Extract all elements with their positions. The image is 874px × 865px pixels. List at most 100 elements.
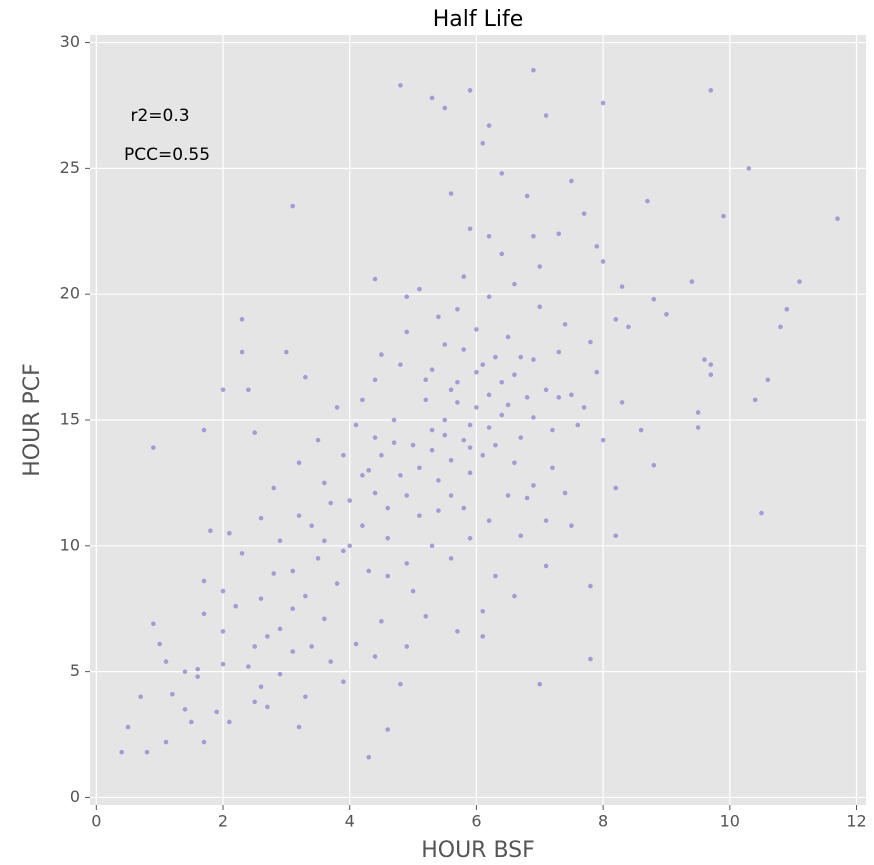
- point: [239, 349, 245, 355]
- point: [410, 442, 416, 448]
- y-tick-label: 15: [60, 410, 80, 429]
- point: [531, 357, 536, 362]
- point: [746, 166, 752, 171]
- point: [467, 470, 473, 476]
- point: [398, 83, 403, 88]
- point: [562, 322, 568, 327]
- point: [208, 528, 213, 534]
- point: [277, 626, 283, 632]
- point: [537, 264, 543, 269]
- point: [404, 329, 410, 335]
- point: [581, 211, 587, 216]
- point: [163, 659, 169, 664]
- x-axis-title: HOUR BSF: [421, 838, 535, 863]
- point: [385, 535, 391, 541]
- point: [151, 621, 156, 627]
- point: [429, 367, 435, 372]
- point: [543, 387, 549, 393]
- y-axis-title: HOUR PCF: [20, 363, 45, 477]
- point: [543, 113, 549, 118]
- point: [182, 707, 188, 712]
- point: [752, 397, 758, 403]
- point: [467, 88, 473, 93]
- point: [537, 304, 543, 310]
- point: [461, 505, 467, 511]
- annotation: PCC=0.55: [124, 145, 210, 165]
- point: [334, 405, 340, 410]
- point: [689, 279, 695, 284]
- point: [442, 342, 448, 347]
- point: [455, 379, 460, 385]
- point: [296, 460, 302, 466]
- x-tick-label: 12: [846, 812, 866, 831]
- y-tick-label: 5: [70, 661, 80, 680]
- point: [138, 694, 143, 700]
- point: [284, 349, 289, 355]
- point: [550, 427, 555, 433]
- point: [404, 644, 410, 649]
- point: [372, 435, 378, 440]
- point: [372, 490, 378, 496]
- y-tick-label: 0: [70, 787, 80, 806]
- point: [220, 661, 226, 667]
- point: [784, 306, 790, 312]
- point: [695, 425, 701, 430]
- point: [309, 523, 315, 528]
- point: [398, 473, 403, 478]
- point: [708, 372, 714, 378]
- point: [499, 251, 505, 257]
- point: [398, 362, 403, 367]
- point: [328, 659, 334, 664]
- point: [195, 674, 200, 679]
- point: [170, 691, 175, 697]
- point: [569, 392, 574, 398]
- point: [201, 739, 207, 745]
- point: [366, 754, 372, 760]
- point: [594, 244, 600, 249]
- point: [493, 354, 498, 360]
- point: [144, 749, 150, 755]
- point: [721, 213, 726, 219]
- point: [391, 417, 397, 423]
- point: [467, 422, 473, 428]
- point: [442, 105, 448, 111]
- point: [480, 452, 486, 458]
- points: [119, 67, 840, 760]
- point: [651, 462, 657, 468]
- point: [512, 460, 517, 466]
- point: [594, 369, 600, 375]
- point: [290, 203, 296, 209]
- point: [613, 317, 619, 322]
- point: [467, 445, 473, 450]
- point: [588, 583, 593, 589]
- point: [322, 538, 327, 544]
- point: [461, 347, 467, 352]
- point: [360, 523, 365, 528]
- point: [125, 724, 131, 730]
- point: [341, 452, 346, 458]
- point: [467, 535, 473, 541]
- point: [436, 508, 441, 513]
- point: [613, 533, 619, 539]
- point: [474, 405, 479, 410]
- point: [600, 437, 606, 443]
- point: [201, 578, 207, 584]
- point: [410, 588, 416, 594]
- point: [220, 629, 226, 634]
- point: [157, 641, 162, 647]
- point: [505, 334, 511, 340]
- point: [404, 561, 410, 566]
- point: [379, 619, 384, 624]
- point: [227, 719, 232, 725]
- point: [448, 387, 454, 393]
- annotation: r2=0.3: [130, 106, 189, 126]
- point: [765, 377, 771, 383]
- point: [493, 442, 498, 448]
- point: [486, 123, 492, 128]
- x-tick-label: 10: [720, 812, 740, 831]
- point: [246, 664, 251, 669]
- point: [265, 704, 270, 710]
- point: [638, 427, 644, 433]
- point: [550, 465, 555, 471]
- point: [575, 422, 581, 428]
